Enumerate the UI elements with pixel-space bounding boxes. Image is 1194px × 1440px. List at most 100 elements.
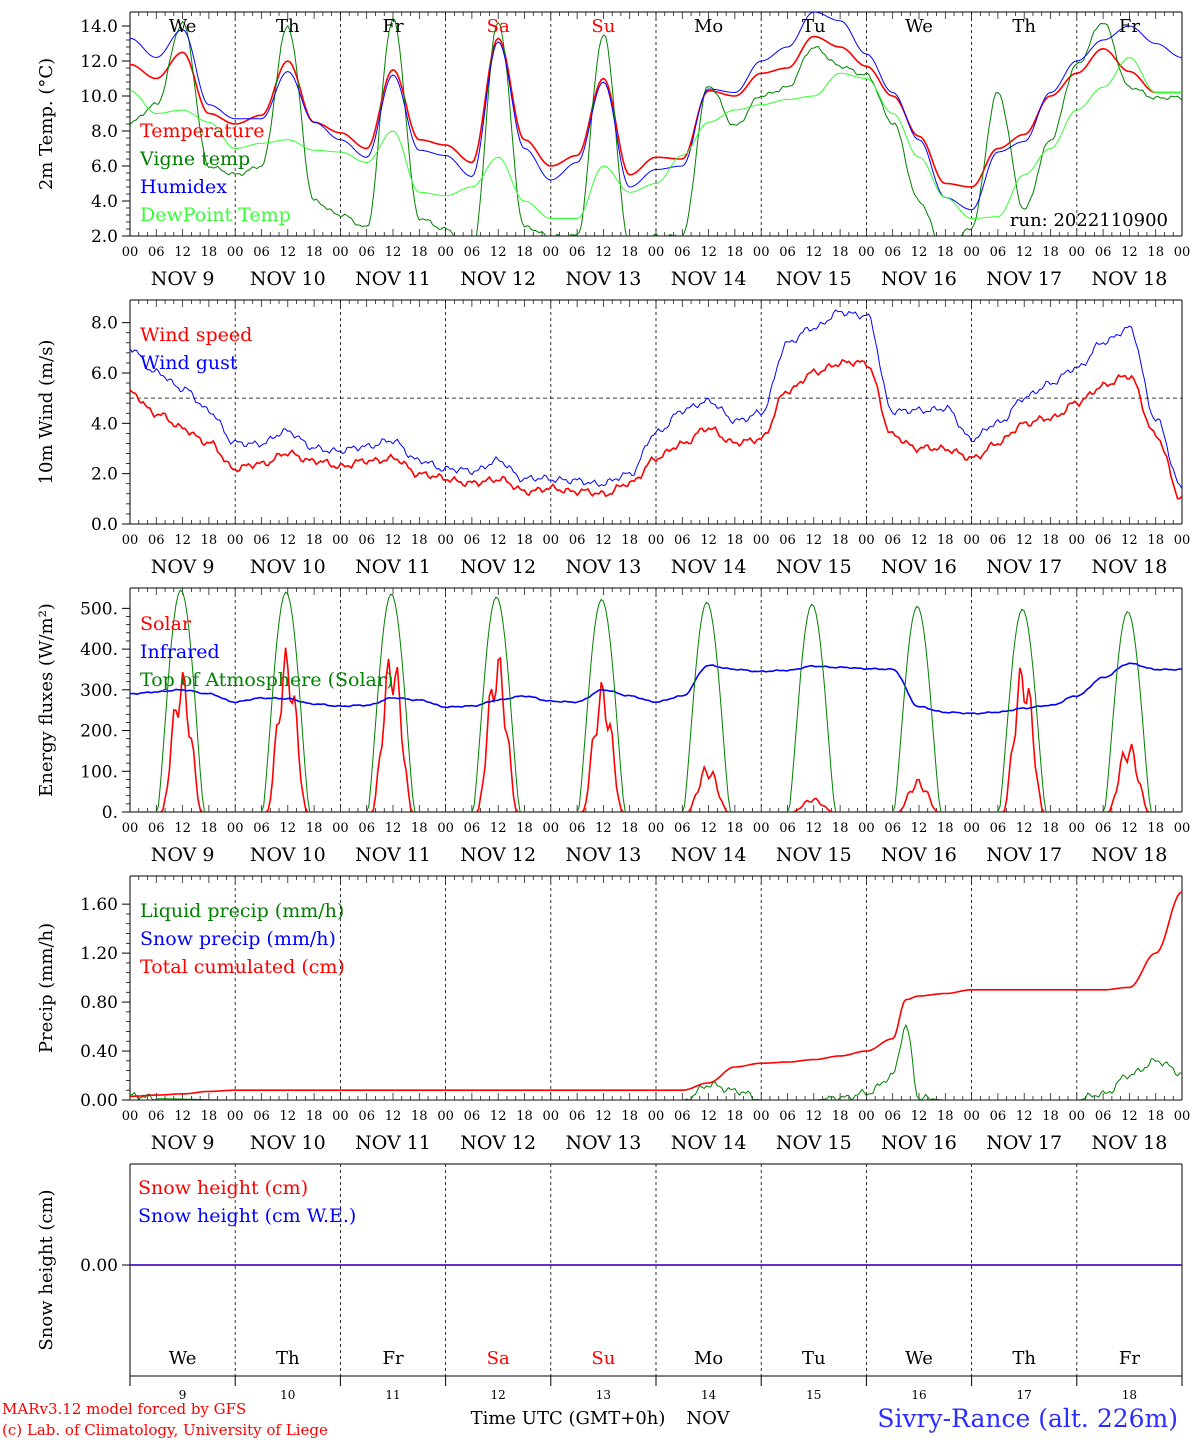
- x-hour-label: 06: [569, 821, 586, 836]
- day-number-label: 13: [596, 1388, 611, 1402]
- weekday-label: We: [905, 16, 933, 37]
- x-hour-label: 12: [911, 1109, 928, 1124]
- x-date-label: NOV 17: [986, 556, 1062, 578]
- x-date-label: NOV 15: [776, 844, 852, 866]
- y-tick-label: 100.: [80, 762, 118, 782]
- x-hour-label: 06: [464, 245, 481, 260]
- x-hour-label: 12: [595, 821, 612, 836]
- x-hour-label: 06: [253, 1109, 270, 1124]
- day-number-label: 18: [1122, 1388, 1137, 1402]
- x-date-label: NOV 13: [565, 556, 641, 578]
- x-hour-label: 06: [990, 533, 1007, 548]
- x-date-label: NOV 12: [460, 556, 536, 578]
- day-number-label: 14: [701, 1388, 717, 1402]
- x-hour-label: 12: [490, 821, 507, 836]
- weekday-label: Fr: [382, 16, 403, 37]
- x-hour-label: 00: [648, 533, 665, 548]
- x-date-label: NOV 16: [881, 556, 957, 578]
- x-hour-label: 00: [858, 821, 875, 836]
- x-hour-label: 18: [1147, 821, 1164, 836]
- series-group: [130, 309, 1182, 500]
- x-hour-label: 00: [332, 533, 349, 548]
- day-number-label: 15: [806, 1388, 821, 1402]
- weekday-label: Fr: [382, 1348, 403, 1369]
- x-hour-label: 06: [253, 821, 270, 836]
- legend-entry: Wind gust: [140, 352, 238, 374]
- x-date-label: NOV 14: [671, 844, 747, 866]
- x-hour-label: 18: [201, 533, 218, 548]
- x-hour-label: 06: [464, 533, 481, 548]
- x-hour-label: 18: [411, 821, 428, 836]
- x-hour-label: 00: [1174, 245, 1191, 260]
- x-date-label: NOV 13: [565, 844, 641, 866]
- model-credit: MARv3.12 model forced by GFS: [2, 1400, 246, 1418]
- legend-entry: Snow height (cm W.E.): [138, 1205, 356, 1227]
- weekday-label: Fr: [1119, 16, 1140, 37]
- x-hour-label: 06: [253, 533, 270, 548]
- legend-entry: Solar: [140, 613, 192, 635]
- x-hour-label: 00: [227, 245, 244, 260]
- y-axis-label: Precip (mm/h): [36, 923, 57, 1053]
- x-hour-label: 00: [227, 821, 244, 836]
- x-hour-label: 06: [1095, 533, 1112, 548]
- x-hour-label: 06: [779, 533, 796, 548]
- weekday-label: Th: [1012, 1348, 1036, 1369]
- x-hour-label: 12: [174, 533, 191, 548]
- x-date-label: NOV 16: [881, 844, 957, 866]
- x-hour-label: 18: [832, 245, 849, 260]
- y-tick-label: 2.0: [91, 465, 118, 485]
- x-date-label: NOV 15: [776, 268, 852, 290]
- x-hour-label: 12: [700, 1109, 717, 1124]
- day-number-label: 16: [911, 1388, 926, 1402]
- x-hour-label: 00: [753, 1109, 770, 1124]
- x-hour-label: 18: [621, 245, 638, 260]
- y-tick-label: 0.40: [80, 1042, 118, 1062]
- x-hour-label: 00: [122, 1109, 139, 1124]
- x-date-label: NOV 13: [565, 1132, 641, 1154]
- run-annotation: run: 2022110900: [1010, 210, 1168, 231]
- x-date-label: NOV 10: [250, 268, 326, 290]
- x-axis-label: Time UTC (GMT+0h): [471, 1408, 666, 1429]
- series-line-top-of-atmosphere-solar-: [130, 589, 1182, 812]
- x-hour-label: 18: [937, 1109, 954, 1124]
- x-hour-label: 12: [595, 1109, 612, 1124]
- x-hour-label: 18: [411, 245, 428, 260]
- lab-credit: (c) Lab. of Climatology, University of L…: [2, 1421, 328, 1439]
- x-hour-label: 18: [832, 1109, 849, 1124]
- x-hour-label: 06: [148, 533, 165, 548]
- weekday-label: Th: [1012, 16, 1036, 37]
- x-hour-label: 18: [516, 821, 533, 836]
- x-hour-label: 18: [306, 1109, 323, 1124]
- weekday-label: Su: [591, 1348, 615, 1369]
- x-hour-label: 18: [621, 821, 638, 836]
- x-hour-label: 06: [674, 533, 691, 548]
- x-date-label: NOV 17: [986, 844, 1062, 866]
- x-hour-label: 00: [648, 821, 665, 836]
- x-hour-label: 12: [490, 1109, 507, 1124]
- x-date-label: NOV 16: [881, 268, 957, 290]
- x-hour-label: 12: [280, 533, 297, 548]
- day-number-label: 17: [1017, 1388, 1032, 1402]
- series-line-infrared: [130, 662, 1182, 715]
- x-hour-label: 12: [1121, 533, 1138, 548]
- series-line-wind-gust: [130, 309, 1182, 489]
- x-hour-label: 12: [700, 821, 717, 836]
- legend-entry: Humidex: [140, 176, 227, 198]
- weekday-label: Su: [591, 16, 615, 37]
- x-hour-label: 18: [1042, 1109, 1059, 1124]
- x-hour-label: 18: [727, 821, 744, 836]
- series-line-total-cumulated-cm-: [130, 891, 1182, 1098]
- x-hour-label: 00: [332, 245, 349, 260]
- x-hour-label: 12: [700, 245, 717, 260]
- x-hour-label: 12: [174, 245, 191, 260]
- x-hour-label: 18: [516, 1109, 533, 1124]
- x-hour-label: 06: [569, 1109, 586, 1124]
- x-date-label: NOV 18: [1091, 268, 1167, 290]
- x-hour-label: 18: [621, 533, 638, 548]
- y-tick-label: 200.: [80, 722, 118, 742]
- weekday-label: We: [169, 1348, 197, 1369]
- x-hour-label: 18: [727, 533, 744, 548]
- series-group: [130, 891, 1182, 1100]
- x-hour-label: 12: [806, 245, 823, 260]
- x-hour-label: 06: [358, 533, 375, 548]
